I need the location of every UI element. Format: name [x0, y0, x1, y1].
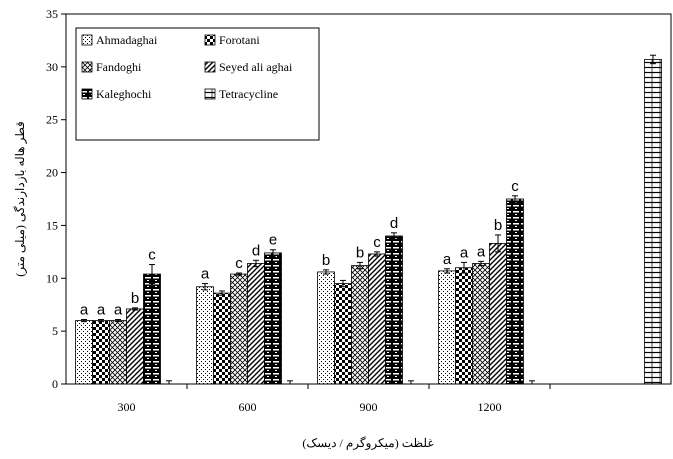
bar	[196, 286, 214, 385]
data-label: c	[148, 247, 156, 264]
data-label: b	[356, 244, 364, 261]
y-tick-label: 5	[52, 324, 58, 338]
legend-label: Seyed ali aghai	[219, 60, 293, 74]
x-tick-label: 900	[360, 400, 378, 414]
data-label: b	[494, 217, 502, 234]
bar	[264, 252, 282, 385]
legend-label: Ahmadaghai	[96, 33, 158, 47]
bar	[351, 265, 369, 385]
y-tick-label: 10	[46, 271, 58, 285]
bar	[385, 235, 403, 385]
y-axis-title: قطر هاله بازدارندگی (میلی متر)	[13, 121, 27, 277]
legend-swatch	[204, 34, 216, 46]
x-tick-label: 300	[118, 400, 136, 414]
data-label: a	[114, 302, 123, 319]
data-label: c	[373, 234, 381, 251]
data-label: b	[131, 290, 139, 307]
bar	[368, 253, 386, 385]
bar	[247, 263, 265, 385]
bar	[317, 271, 335, 385]
data-label: d	[252, 242, 260, 259]
data-label: a	[460, 244, 469, 261]
bar	[92, 320, 110, 385]
legend-box	[75, 27, 320, 141]
y-axis-ticks: 0 5 10 15 20 25 30 35	[46, 7, 66, 391]
legend-label: Fandoghi	[96, 60, 142, 74]
bar	[109, 320, 127, 385]
plot-area-frame	[65, 13, 672, 385]
bar	[506, 198, 524, 385]
y-tick-label: 0	[52, 377, 58, 391]
y-tick-label: 15	[46, 218, 58, 232]
legend-label: Forotani	[219, 33, 260, 47]
y-tick-label: 30	[46, 60, 58, 74]
x-tick-label: 1200	[478, 400, 502, 414]
legend-label: Tetracycline	[219, 87, 278, 101]
data-label: d	[390, 215, 398, 232]
legend-swatch	[204, 88, 216, 100]
bar	[75, 320, 93, 385]
y-tick-label: 20	[46, 166, 58, 180]
x-axis-ticks: 300 600 900 1200	[118, 384, 551, 414]
legend-swatch	[81, 88, 93, 100]
bar	[455, 267, 473, 385]
y-tick-label: 35	[46, 7, 58, 21]
legend-swatch	[81, 34, 93, 46]
bar	[230, 273, 248, 385]
bar	[143, 273, 161, 385]
data-label: a	[80, 302, 89, 319]
bar	[472, 263, 490, 385]
data-label: a	[201, 266, 210, 283]
legend-swatch	[81, 61, 93, 73]
bar	[438, 270, 456, 385]
data-label: e	[269, 232, 277, 249]
legend-swatch	[204, 61, 216, 73]
data-label: c	[235, 255, 243, 272]
bar	[126, 308, 144, 385]
data-label: b	[322, 252, 330, 269]
x-axis-title: غلظت (میکروگرم / دیسک)	[302, 436, 433, 450]
data-label: a	[477, 243, 486, 260]
data-label: a	[443, 251, 452, 268]
bar	[334, 283, 352, 385]
x-tick-label: 600	[239, 400, 257, 414]
data-label: a	[97, 302, 106, 319]
legend: Ahmadaghai Forotani Fandoghi Seyed ali agha…	[75, 27, 320, 141]
data-label: c	[511, 178, 519, 195]
bar	[489, 242, 507, 385]
legend-label: Kaleghochi	[96, 87, 152, 101]
y-tick-label: 25	[46, 113, 58, 127]
bar	[644, 59, 662, 385]
bar	[213, 292, 231, 385]
